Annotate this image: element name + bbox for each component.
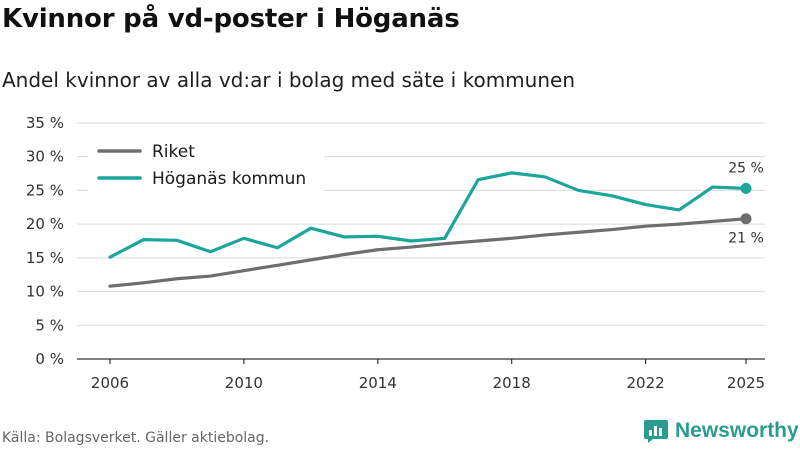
y-tick-label: 25 % (26, 181, 64, 199)
x-tick-label: 2025 (727, 374, 765, 392)
chart-subtitle: Andel kvinnor av alla vd:ar i bolag med … (2, 68, 575, 92)
end-label-hoganas: 25 % (728, 160, 764, 176)
x-axis: 2006 2010 2014 2018 2022 2025 (77, 358, 765, 392)
y-tick-label: 10 % (26, 283, 64, 301)
y-axis: 0 % 5 % 10 % 15 % 20 % 25 % 30 % 35 % (26, 114, 64, 368)
end-point-hoganas (740, 182, 752, 194)
source-note: Källa: Bolagsverket. Gäller aktiebolag. (2, 430, 270, 446)
y-tick-label: 5 % (35, 316, 64, 334)
legend: Riket Höganäs kommun (88, 136, 324, 194)
newsworthy-logo-icon (644, 420, 668, 443)
y-tick-label: 0 % (35, 350, 64, 368)
legend-background (88, 136, 324, 194)
x-tick-label: 2022 (626, 374, 664, 392)
series: 21 % 25 % (108, 160, 764, 288)
brand-name: Newsworthy (675, 419, 799, 442)
brand-logo[interactable]: Newsworthy (643, 418, 799, 444)
end-point-riket (740, 213, 752, 225)
page-title: Kvinnor på vd-poster i Höganäs (2, 4, 460, 34)
x-tick-label: 2014 (359, 374, 397, 392)
legend-label-riket: Riket (152, 142, 195, 162)
y-tick-label: 35 % (26, 114, 64, 132)
y-tick-label: 15 % (26, 249, 64, 267)
legend-label-hoganas: Höganäs kommun (152, 169, 306, 189)
y-tick-label: 30 % (26, 148, 64, 166)
x-tick-label: 2010 (225, 374, 263, 392)
y-tick-label: 20 % (26, 215, 64, 233)
series-line-hoganas (108, 171, 748, 259)
series-line-riket (108, 217, 748, 288)
end-label-riket: 21 % (728, 231, 764, 247)
x-tick-label: 2006 (91, 374, 129, 392)
x-tick-label: 2018 (493, 374, 531, 392)
